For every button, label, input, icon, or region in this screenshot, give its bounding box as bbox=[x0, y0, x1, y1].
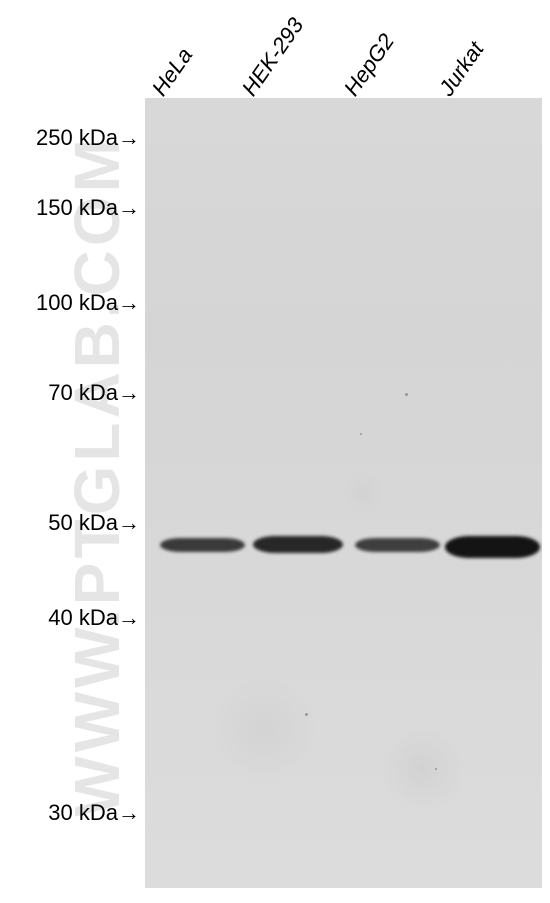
speck bbox=[360, 433, 362, 435]
blot-figure: HeLa HEK-293 HepG2 Jurkat 250 kDa→ 150 k… bbox=[0, 0, 550, 903]
watermark: WWW.PTGLAB.COM bbox=[60, 135, 134, 817]
lane-label: HepG2 bbox=[339, 29, 400, 101]
band-lane-4 bbox=[445, 536, 540, 558]
speck bbox=[435, 768, 437, 770]
lane-label: HeLa bbox=[147, 43, 198, 101]
speck bbox=[305, 713, 308, 716]
band-lane-3 bbox=[355, 538, 440, 552]
lane-label: Jurkat bbox=[434, 37, 490, 101]
blot-membrane bbox=[145, 98, 542, 888]
band-lane-2 bbox=[253, 536, 343, 553]
lane-label: HEK-293 bbox=[237, 13, 310, 101]
blot-noise bbox=[145, 98, 542, 888]
band-lane-1 bbox=[160, 538, 245, 552]
speck bbox=[405, 393, 408, 396]
